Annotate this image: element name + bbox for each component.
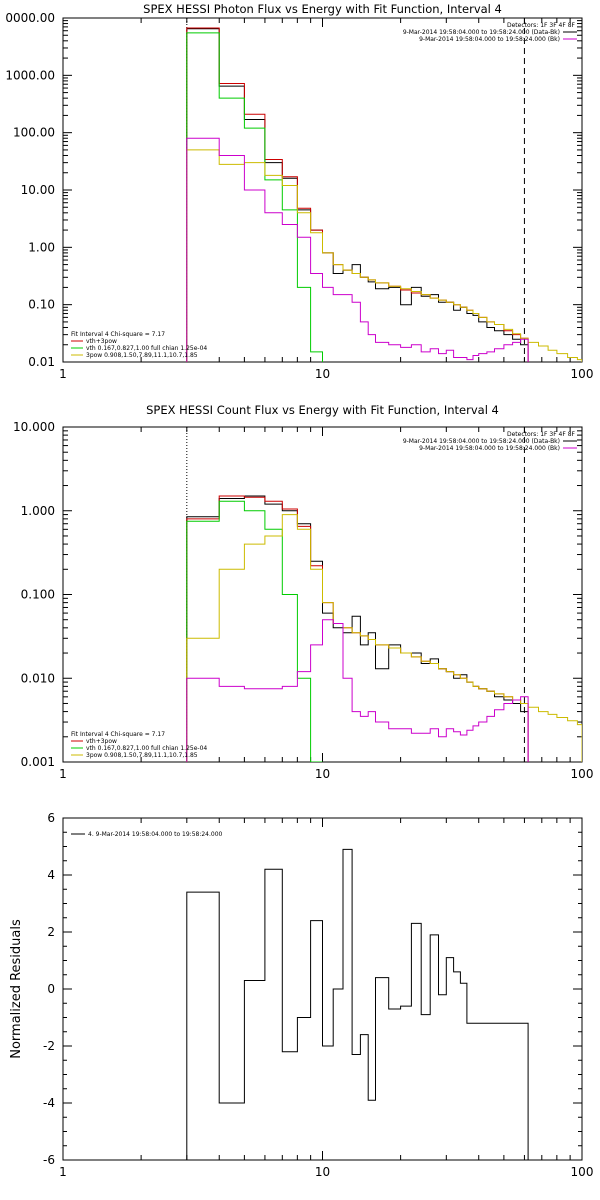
count-y-tick-label: 10.000: [13, 420, 55, 434]
photon-title: SPEX HESSI Photon Flux vs Energy with Fi…: [143, 2, 502, 16]
count-y-tick-label: 0.001: [21, 755, 55, 769]
photon-y-tick-label: 0.01: [28, 355, 55, 369]
residual-y-tick-label: -4: [43, 1096, 55, 1110]
count-y-ticks: [63, 426, 582, 763]
photon-y-tick-label: 0.10: [28, 298, 55, 312]
residual-panel: 1 10 100 -6 -4 -2 0 2 4 6 Normalized Residuals 4. 9…: [9, 811, 593, 1179]
count-series-vth: [186, 500, 323, 762]
residual-x-tick-label: 1: [59, 1165, 67, 1179]
photon-y-tick-label: 1.00: [28, 240, 55, 254]
photon-y-tick-label: 0000.00: [5, 11, 55, 25]
photon-x-tick-label: 1: [59, 367, 67, 381]
count-legend-bottom: Fit Interval 4 Chi-square = 7.17vth+3pow…: [71, 731, 207, 759]
photon-fit-entry: vth 0.167,0.827,1.00 full chian 1.25e-04: [86, 345, 207, 352]
photon-fit-entry: vth+3pow: [86, 338, 117, 345]
residual-legend: 4. 9-Mar-2014 19:58:04.000 to 19:58:24.0…: [71, 831, 223, 838]
photon-legend-top: Detectors: 1F 3F 4F 8F9-Mar-2014 19:58:0…: [403, 22, 577, 43]
photon-legend-bottom: Fit Interval 4 Chi-square = 7.17vth+3pow…: [71, 331, 207, 359]
count-series-3pow: [186, 514, 582, 762]
photon-series: [186, 27, 582, 362]
count-fit-entry: vth 0.167,0.827,1.00 full chian 1.25e-04: [86, 745, 207, 752]
photon-series-bk: [186, 137, 529, 362]
residual-y-tick-label: 4: [47, 868, 55, 882]
residual-series: [186, 848, 529, 1160]
count-series-data-bk: [186, 495, 529, 762]
photon-x-tick-label: 10: [315, 367, 330, 381]
count-legend-entry: 9-Mar-2014 19:58:04.000 to 19:58:24.000 …: [403, 438, 560, 445]
count-series: [186, 495, 582, 762]
residual-y-tick-label: -6: [43, 1153, 55, 1167]
count-title: SPEX HESSI Count Flux vs Energy with Fit…: [146, 403, 499, 417]
count-fit-entry: vth+3pow: [86, 738, 117, 745]
count-series-bk: [186, 619, 529, 762]
photon-x-ticks: [62, 18, 571, 362]
residual-y-tick-label: 6: [47, 811, 55, 825]
photon-x-tick-label: 100: [571, 367, 594, 381]
photon-series-data-bk: [186, 28, 529, 362]
photon-panel: SPEX HESSI Photon Flux vs Energy with Fi…: [5, 2, 593, 381]
count-y-tick-label: 0.010: [21, 671, 55, 685]
photon-y-tick-label: 100.00: [13, 126, 55, 140]
count-x-tick-label: 100: [571, 767, 594, 781]
residual-x-tick-label: 10: [315, 1165, 330, 1179]
count-panel: SPEX HESSI Count Flux vs Energy with Fit…: [13, 403, 593, 781]
photon-series-3pow: [186, 149, 582, 362]
photon-y-ticks: [63, 17, 582, 363]
count-fit-header: Fit Interval 4 Chi-square = 7.17: [71, 731, 165, 738]
count-y-tick-label: 0.100: [21, 588, 55, 602]
count-x-tick-label: 10: [315, 767, 330, 781]
photon-series-vth-3pow: [186, 27, 529, 362]
count-series-vth-3pow: [186, 495, 529, 762]
count-y-tick-label: 1.000: [21, 504, 55, 518]
residual-y-ticks: [63, 817, 582, 1161]
residual-series-residuals: [186, 848, 529, 1160]
count-fit-entry: 3pow 0.908,1.50,7.89,11.1,10.7,1.85: [86, 752, 198, 759]
photon-y-tick-label: 1000.00: [5, 68, 55, 82]
photon-legend-entry: 9-Mar-2014 19:58:04.000 to 19:58:24.000 …: [419, 36, 560, 43]
photon-axes-frame: [62, 17, 583, 363]
count-legend-top: Detectors: 1F 3F 4F 8F9-Mar-2014 19:58:0…: [403, 431, 577, 452]
photon-fit-entry: 3pow 0.908,1.50,7.89,11.1,10.7,1.85: [86, 352, 198, 359]
residual-y-tick-label: 2: [47, 925, 55, 939]
photon-series-vth: [186, 32, 323, 362]
photon-fit-header: Fit Interval 4 Chi-square = 7.17: [71, 331, 165, 338]
residual-x-tick-label: 100: [571, 1165, 594, 1179]
photon-legend-entry: 9-Mar-2014 19:58:04.000 to 19:58:24.000 …: [403, 29, 560, 36]
count-legend-entry: 9-Mar-2014 19:58:04.000 to 19:58:24.000 …: [419, 445, 560, 452]
count-legend-header: Detectors: 1F 3F 4F 8F: [507, 431, 576, 438]
photon-legend-header: Detectors: 1F 3F 4F 8F: [507, 22, 576, 29]
residual-legend-entry: 4. 9-Mar-2014 19:58:04.000 to 19:58:24.0…: [88, 831, 223, 838]
count-x-tick-label: 1: [59, 767, 67, 781]
residual-y-axis-label: Normalized Residuals: [9, 919, 24, 1059]
photon-y-tick-label: 10.00: [21, 183, 55, 197]
residual-y-tick-label: -2: [43, 1039, 55, 1053]
residual-x-ticks: [62, 818, 571, 1160]
residual-y-tick-label: 0: [47, 982, 55, 996]
